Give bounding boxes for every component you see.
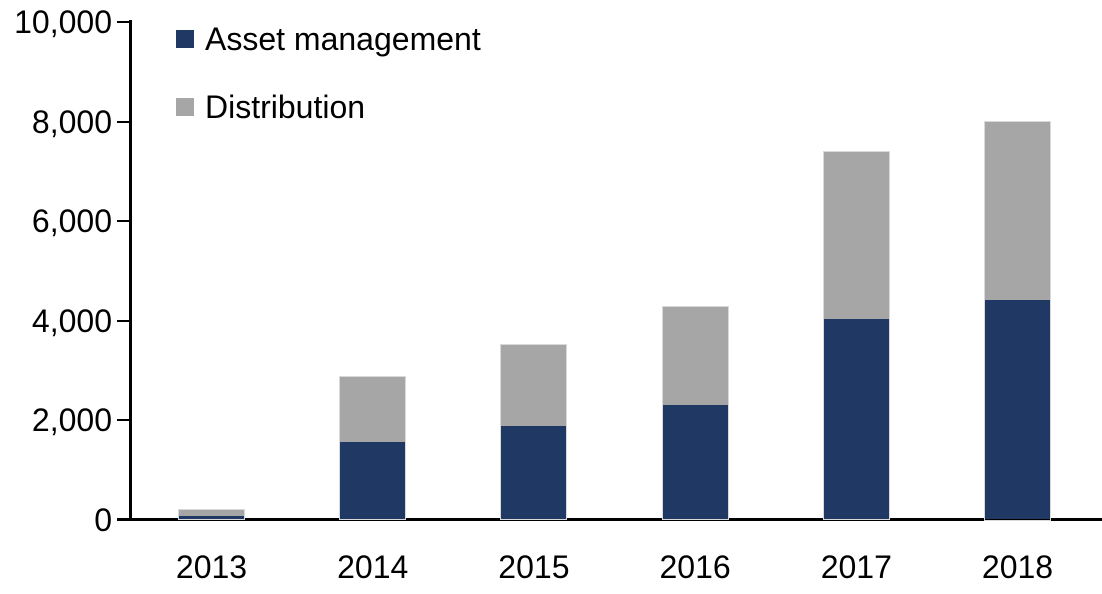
x-axis-tick-label: 2018 (981, 549, 1054, 585)
y-axis-tick (117, 120, 130, 123)
bar-segment-2017-distribution (823, 151, 889, 319)
bar-2014 (339, 375, 407, 521)
y-axis-tick (117, 220, 130, 222)
bar-segment-2014-distribution (340, 376, 406, 443)
y-axis-tick (117, 419, 130, 421)
bar-segment-2018-asset-management (985, 300, 1050, 520)
y-axis-tick (117, 21, 130, 23)
bar-segment-2014-asset-management (340, 442, 406, 520)
bar-segment-2016-distribution (662, 307, 728, 406)
legend-label-distribution: Distribution (205, 89, 366, 125)
y-axis-tick-label: 2,000 (31, 402, 112, 438)
legend-swatch-distribution-icon (176, 98, 194, 116)
bar-2013 (178, 508, 245, 521)
bar-2015 (500, 343, 568, 521)
legend-label-asset-management: Asset management (205, 21, 481, 57)
x-axis-tick-label: 2015 (498, 549, 570, 585)
bar-2018 (984, 120, 1051, 521)
bar-segment-2013-asset-management (179, 515, 244, 520)
x-axis-tick-label: 2013 (175, 549, 248, 585)
y-axis-tick (117, 518, 130, 521)
x-axis-tick-label: 2014 (337, 549, 409, 585)
x-axis-tick-label: 2016 (659, 549, 731, 585)
y-axis-tick-label: 0 (94, 501, 112, 538)
bar-segment-2015-asset-management (501, 425, 567, 520)
bar-segment-2017-asset-management (823, 318, 889, 520)
y-axis-tick (117, 319, 130, 322)
legend-item-distribution: Distribution (176, 90, 365, 124)
bar-segment-2018-distribution (985, 121, 1050, 301)
y-axis-tick-label: 10,000 (14, 4, 112, 40)
bar-segment-2013-distribution (179, 509, 244, 516)
y-axis-tick-label: 6,000 (31, 203, 112, 239)
bar-segment-2015-distribution (501, 344, 567, 426)
x-axis-tick-label: 2017 (820, 549, 892, 585)
legend-swatch-asset-management-icon (176, 30, 194, 48)
bar-2016 (661, 306, 729, 521)
y-axis-tick-label: 4,000 (31, 302, 112, 339)
x-axis-line (117, 518, 1102, 521)
bar-segment-2016-asset-management (662, 405, 728, 520)
legend-item-asset-management: Asset management (176, 22, 481, 56)
y-axis-tick-label: 8,000 (31, 103, 112, 140)
bar-2017 (822, 150, 890, 521)
y-axis-line (129, 20, 132, 521)
